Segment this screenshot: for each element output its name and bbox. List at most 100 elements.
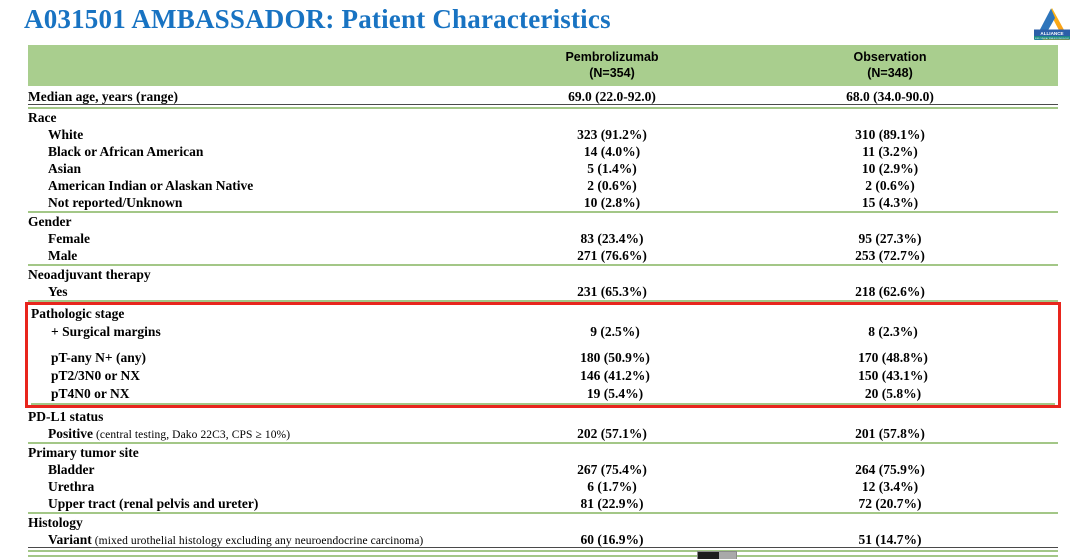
section-divider [28, 442, 1058, 444]
cell-value: 8 (2.3%) [868, 324, 918, 339]
table-row: pT4N0 or NX 19 (5.4%) 20 (5.8%) [31, 385, 1055, 403]
cell-value: 68.0 (34.0-90.0) [846, 89, 934, 104]
table-row: Female 83 (23.4%) 95 (27.3%) [28, 230, 1058, 247]
cell-value: 10 (2.9%) [861, 161, 919, 176]
row-note: (central testing, Dako 22C3, CPS ≥ 10%) [93, 429, 291, 441]
cell-value: 10 (2.8%) [583, 195, 641, 210]
section-divider [28, 264, 1058, 266]
table-row: pT-any N+ (any) 180 (50.9%) 170 (48.8%) [31, 349, 1055, 367]
table-section-row: Race [28, 109, 1058, 126]
section-divider [28, 300, 1058, 302]
cell-value: 72 (20.7%) [858, 496, 922, 511]
cell-value: 202 (57.1%) [577, 426, 647, 441]
cell-value: 11 (3.2%) [862, 144, 918, 159]
table-row: Variant (mixed urothelial histology excl… [28, 531, 1058, 548]
column-n: (N=354) [589, 66, 635, 80]
section-divider [28, 512, 1058, 514]
cell-value: 264 (75.9%) [855, 462, 925, 477]
table-row: Positive (central testing, Dako 22C3, CP… [28, 425, 1058, 442]
row-label: Urethra [48, 479, 95, 494]
cell-value: 2 (0.6%) [587, 178, 637, 193]
column-header-pembrolizumab: Pembrolizumab (N=354) [492, 49, 732, 81]
cell-value: 253 (72.7%) [855, 248, 925, 263]
cell-value: 20 (5.8%) [864, 386, 922, 401]
cell-value: 12 (3.4%) [861, 479, 919, 494]
cell-value: 14 (4.0%) [583, 144, 641, 159]
table-row: Male 271 (76.6%) 253 (72.7%) [28, 247, 1058, 264]
row-label: Neoadjuvant therapy [28, 267, 151, 282]
cell-value: 60 (16.9%) [580, 532, 644, 547]
cropped-bottom-image [697, 551, 737, 559]
table-row: Black or African American 14 (4.0%) 11 (3.… [28, 143, 1058, 160]
alliance-logo-text: ALLIANCE [1040, 31, 1063, 36]
section-divider [28, 550, 1058, 552]
row-label: Yes [48, 284, 68, 299]
cell-value: 170 (48.8%) [858, 350, 928, 365]
cell-value: 2 (0.6%) [865, 178, 915, 193]
row-label: Pathologic stage [31, 306, 125, 321]
table-row: + Surgical margins 9 (2.5%) 8 (2.3%) [31, 323, 1055, 341]
table-body: Median age, years (range) 69.0 (22.0-92.0… [25, 86, 1061, 557]
cell-value: 69.0 (22.0-92.0) [568, 89, 656, 104]
cell-value: 51 (14.7%) [858, 532, 922, 547]
table-section-row: Pathologic stage [31, 305, 1055, 323]
row-label: pT4N0 or NX [51, 386, 130, 401]
cell-value: 95 (27.3%) [858, 231, 922, 246]
slide-title: A031501 AMBASSADOR: Patient Characterist… [24, 4, 611, 34]
section-divider [31, 403, 1055, 405]
row-label: Black or African American [48, 144, 204, 159]
row-label: Asian [48, 161, 82, 176]
table-row: American Indian or Alaskan Native 2 (0.6%… [28, 177, 1058, 194]
table-row: Not reported/Unknown 10 (2.8%) 15 (4.3%) [28, 194, 1058, 211]
table-row: Urethra 6 (1.7%) 12 (3.4%) [28, 478, 1058, 495]
table-section-row: Neoadjuvant therapy [28, 266, 1058, 283]
section-divider [28, 107, 1058, 109]
row-note: (mixed urothelial histology excluding an… [91, 535, 424, 547]
row-label: Variant (mixed urothelial histology excl… [48, 532, 424, 547]
row-label: Not reported/Unknown [48, 195, 183, 210]
cell-value: 81 (22.9%) [580, 496, 644, 511]
column-name: Pembrolizumab [565, 50, 659, 64]
row-label: American Indian or Alaskan Native [48, 178, 254, 193]
table-section-row: Gender [28, 213, 1058, 230]
cell-value: 323 (91.2%) [577, 127, 647, 142]
cell-value: 9 (2.5%) [590, 324, 640, 339]
row-label: White [48, 127, 84, 142]
row-label: PD-L1 status [28, 409, 104, 424]
cell-value: 231 (65.3%) [577, 284, 647, 299]
table-section-row: Primary tumor site [28, 444, 1058, 461]
row-label: pT2/3N0 or NX [51, 368, 141, 383]
row-label: Bladder [48, 462, 95, 477]
row-label: Histology [28, 515, 83, 530]
cell-value: 83 (23.4%) [580, 231, 644, 246]
cell-value: 5 (1.4%) [587, 161, 637, 176]
row-label: Male [48, 248, 78, 263]
row-label: Positive (central testing, Dako 22C3, CP… [48, 426, 291, 441]
row-label: + Surgical margins [51, 324, 161, 339]
cell-value: 310 (89.1%) [855, 127, 925, 142]
patient-characteristics-table: Pembrolizumab (N=354) Observation (N=348… [25, 45, 1061, 557]
title-bar: A031501 AMBASSADOR: Patient Characterist… [24, 4, 1072, 46]
column-name: Observation [853, 50, 927, 64]
table-header: Pembrolizumab (N=354) Observation (N=348… [28, 45, 1058, 86]
cell-value: 146 (41.2%) [580, 368, 650, 383]
cell-value: 150 (43.1%) [858, 368, 928, 383]
cell-value: 15 (4.3%) [861, 195, 919, 210]
table-section-row: Histology [28, 514, 1058, 531]
cell-value: 218 (62.6%) [855, 284, 925, 299]
table-section-row: PD-L1 status [28, 408, 1058, 425]
section-divider [28, 555, 1058, 557]
column-n: (N=348) [867, 66, 913, 80]
row-label: pT-any N+ (any) [51, 350, 146, 365]
cell-value: 6 (1.7%) [587, 479, 637, 494]
row-label: Female [48, 231, 90, 246]
cell-value: 201 (57.8%) [855, 426, 925, 441]
column-header-observation: Observation (N=348) [770, 49, 1010, 81]
row-label: Median age, years (range) [28, 89, 178, 104]
table-row: Median age, years (range) 69.0 (22.0-92.0… [28, 88, 1058, 105]
table-row: Asian 5 (1.4%) 10 (2.9%) [28, 160, 1058, 177]
row-label: Primary tumor site [28, 445, 139, 460]
row-label: Gender [28, 214, 72, 229]
cell-value: 267 (75.4%) [577, 462, 647, 477]
